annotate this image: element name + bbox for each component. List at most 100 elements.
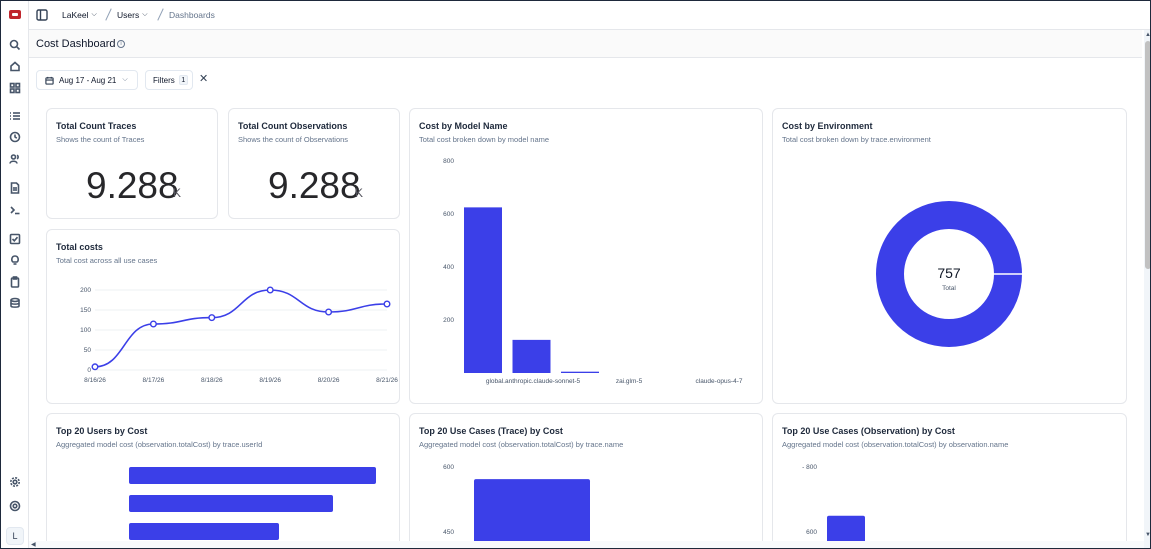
breadcrumb-separator	[157, 8, 164, 21]
x-tick-label: claude-opus-4-7	[696, 378, 743, 385]
card-title: Cost by Environment	[782, 121, 873, 131]
search-icon[interactable]	[8, 38, 22, 52]
x-tick-label: zai.glm-5	[616, 378, 643, 385]
card-subtitle: Shows the count of Traces	[56, 135, 145, 144]
settings-icon[interactable]	[8, 475, 22, 489]
y-tick-label: 450	[443, 529, 454, 536]
bar	[129, 467, 376, 484]
chevron-down-icon: ⌵	[122, 76, 128, 83]
vertical-scrollbar-thumb[interactable]	[1145, 41, 1150, 269]
info-icon[interactable]: i	[117, 40, 125, 48]
card-title: Total Count Traces	[56, 121, 137, 131]
checkbox-icon[interactable]	[8, 232, 22, 246]
home-icon[interactable]	[8, 59, 22, 73]
x-tick-label: 8/20/26	[318, 377, 340, 384]
top-bar: LaKeel ⌵ Users ⌵ Dashboards	[29, 1, 1150, 30]
terminal-icon[interactable]	[8, 203, 22, 217]
x-tick-label: global.anthropic.claude-sonnet-5	[486, 378, 581, 385]
data-point	[208, 314, 216, 322]
users-icon[interactable]	[8, 152, 22, 166]
card-title: Cost by Model Name	[419, 121, 508, 131]
card-subtitle: Aggregated model cost (observation.total…	[419, 440, 624, 449]
card-subtitle: Total cost broken down by trace.environm…	[782, 135, 931, 144]
bar	[129, 495, 333, 512]
top-usecases-trace-bar-chart: 450 600	[443, 464, 590, 548]
filters-button[interactable]: Filters 1	[145, 70, 193, 90]
scroll-left-arrow-icon[interactable]: ◀	[31, 542, 36, 548]
breadcrumb-separator	[105, 8, 112, 21]
total-costs-line-chart: 0 50 100 150 200 8/16/26 8/17/26 8/18/26 8/19/26…	[80, 286, 398, 384]
breadcrumb-project[interactable]: Users ⌵	[117, 10, 148, 20]
lightbulb-icon[interactable]	[8, 253, 22, 267]
breadcrumb-org[interactable]: LaKeel ⌵	[62, 10, 97, 20]
scroll-up-arrow-icon[interactable]: ▲	[1145, 32, 1151, 38]
x-tick-label: 8/19/26	[259, 377, 281, 384]
y-tick-label: 50	[84, 347, 92, 354]
file-icon[interactable]	[8, 181, 22, 195]
card-top-usecases-trace: Top 20 Use Cases (Trace) by Cost Aggrega…	[409, 413, 763, 548]
dashboard-icon[interactable]	[8, 81, 22, 95]
bar	[474, 479, 590, 548]
clipboard-icon[interactable]	[8, 275, 22, 289]
cost-by-environment-donut-chart: 757 Total	[876, 201, 1024, 347]
data-point	[383, 300, 391, 308]
y-tick-label: 800	[443, 158, 454, 165]
sidebar-toggle-icon[interactable]	[36, 9, 48, 21]
card-top-usecases-observation: Top 20 Use Cases (Observation) by Cost A…	[772, 413, 1127, 548]
list-icon[interactable]	[8, 109, 22, 123]
card-title: Top 20 Users by Cost	[56, 426, 148, 436]
page-title: Cost Dashboard	[36, 38, 116, 50]
data-point	[149, 320, 157, 328]
card-title: Total costs	[56, 242, 103, 252]
metric-unit: K	[173, 186, 182, 200]
y-tick-label: 100	[80, 327, 91, 334]
donut-total-label: Total	[942, 285, 956, 292]
filters-count-badge: 1	[178, 75, 188, 85]
y-tick-label: 600	[806, 529, 817, 536]
bar	[129, 523, 279, 540]
card-title: Total Count Observations	[238, 121, 348, 131]
calendar-icon	[45, 76, 54, 85]
card-subtitle: Aggregated model cost (observation.total…	[782, 440, 1009, 449]
page-header: Cost Dashboard i	[29, 30, 1142, 58]
card-title: Top 20 Use Cases (Trace) by Cost	[419, 426, 563, 436]
x-tick-label: 8/21/26	[376, 377, 398, 384]
y-tick-label: 400	[443, 264, 454, 271]
breadcrumb-org-label: LaKeel	[62, 10, 89, 20]
card-total-count-observations: Total Count Observations Shows the count…	[228, 108, 400, 219]
y-tick-label: 200	[80, 287, 91, 294]
logo[interactable]	[9, 10, 21, 19]
card-subtitle: Total cost broken down by model name	[419, 135, 550, 144]
vertical-scrollbar[interactable]	[1144, 30, 1150, 548]
avatar[interactable]: L	[6, 527, 24, 545]
bar	[561, 371, 599, 373]
top-users-bar-chart	[129, 467, 376, 540]
bar	[512, 339, 551, 373]
card-total-costs: Total costs Total cost across all use ca…	[46, 229, 400, 404]
x-tick-label: 8/18/26	[201, 377, 223, 384]
card-total-count-traces: Total Count Traces Shows the count of Tr…	[46, 108, 218, 219]
y-tick-label: 600	[443, 464, 454, 471]
y-tick-label: 150	[80, 307, 91, 314]
card-title: Top 20 Use Cases (Observation) by Cost	[782, 426, 955, 436]
series-line	[94, 289, 388, 368]
help-icon[interactable]	[8, 499, 22, 513]
scroll-down-arrow-icon[interactable]: ▼	[1145, 532, 1151, 538]
filters-label: Filters	[153, 75, 175, 85]
metric-value: 9.288	[86, 165, 179, 206]
cost-by-model-bar-chart: 200 400 600 800 global.anthropic.claude-sonn…	[443, 158, 743, 385]
horizontal-scrollbar[interactable]	[29, 541, 1144, 548]
clock-icon[interactable]	[8, 130, 22, 144]
card-cost-by-model: Cost by Model Name Total cost broken dow…	[409, 108, 763, 404]
y-tick-label: - 800	[802, 464, 817, 471]
y-tick-label: 600	[443, 211, 454, 218]
date-range-label: Aug 17 - Aug 21	[59, 75, 117, 85]
database-icon[interactable]	[8, 296, 22, 310]
card-subtitle: Total cost across all use cases	[56, 256, 158, 265]
clear-filters-icon[interactable]: ✕	[199, 73, 209, 85]
metric-unit: K	[355, 186, 364, 200]
date-range-picker[interactable]: Aug 17 - Aug 21 ⌵	[36, 70, 138, 90]
breadcrumb-project-label: Users	[117, 10, 140, 20]
metric-value: 9.288	[268, 165, 361, 206]
